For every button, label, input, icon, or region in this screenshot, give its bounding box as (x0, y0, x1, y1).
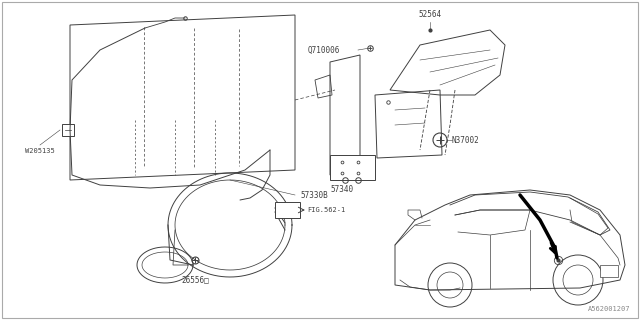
Text: Q710006: Q710006 (308, 45, 340, 54)
Bar (330, 155, 375, 180)
Text: FIG.562-1: FIG.562-1 (307, 207, 345, 213)
Bar (600, 265, 618, 277)
Bar (62, 124, 74, 136)
Bar (275, 202, 300, 218)
Text: 26556□: 26556□ (181, 275, 209, 284)
Text: 57330B: 57330B (300, 190, 328, 199)
Text: N37002: N37002 (452, 135, 480, 145)
Text: W205135: W205135 (25, 148, 55, 154)
Text: 57340: 57340 (330, 185, 353, 194)
Text: 52564: 52564 (419, 10, 442, 19)
Text: A562001207: A562001207 (588, 306, 630, 312)
